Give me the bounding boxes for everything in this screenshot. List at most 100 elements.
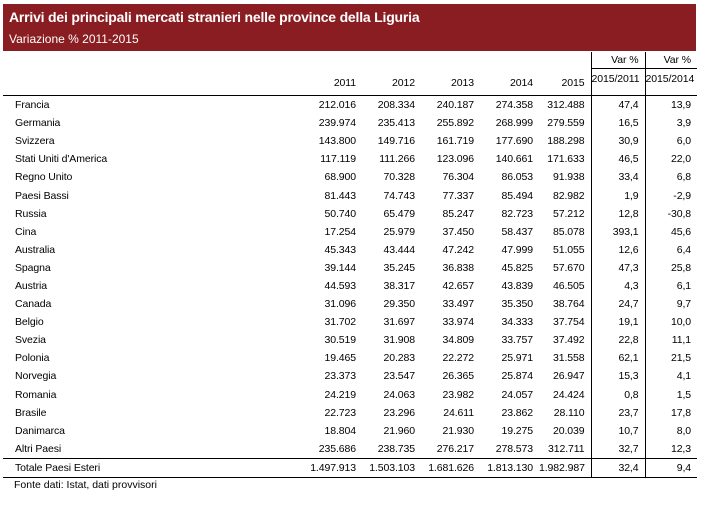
- arrivals-value: 58.437: [501, 225, 533, 238]
- arrivals-value: 85.494: [501, 189, 533, 202]
- arrivals-value: 177.690: [495, 135, 533, 148]
- var-2015-2014-value: 10,0: [644, 313, 697, 332]
- arrivals-value: 31.558: [552, 352, 585, 365]
- arrivals-value: 24.063: [383, 388, 415, 401]
- var-2015-2014-value: 17,8: [644, 403, 697, 422]
- arrivals-value: 23.547: [383, 370, 415, 383]
- arrivals-value: 17.254: [324, 225, 356, 238]
- arrivals-value: 22.723: [324, 406, 356, 419]
- country-name: Belgio: [15, 316, 44, 329]
- country-name: Spagna: [15, 261, 51, 274]
- arrivals-value: 24.424: [552, 388, 585, 401]
- arrivals-value: 161.719: [436, 135, 474, 148]
- arrivals-value: 31.697: [383, 316, 415, 329]
- country-name: Danimarca: [15, 424, 65, 437]
- var-2015-2011-value: 30,9: [590, 132, 645, 151]
- arrivals-value: 20.283: [383, 352, 415, 365]
- table-row: Svezia 30.519 31.908 34.809 33.757 37.492 22,8…: [3, 331, 697, 350]
- arrivals-value: 70.328: [383, 171, 415, 184]
- var-2015-2011-value: 24,7: [590, 295, 645, 314]
- var-2015-2011-value: 22,8: [590, 331, 645, 350]
- table-row: Brasile 22.723 23.296 24.611 23.862 28.110 23,…: [3, 403, 697, 422]
- arrivals-value: 65.479: [383, 207, 415, 220]
- arrivals-value: 21.960: [383, 424, 415, 437]
- var-2015-2011-value: 15,3: [590, 367, 645, 386]
- var-2015-2011-value: 12,8: [590, 204, 645, 223]
- country-name: Francia: [15, 99, 50, 112]
- column-header-year: 2015: [539, 52, 591, 96]
- arrivals-value: 33.757: [501, 334, 533, 347]
- table-row: Paesi Bassi 81.443 74.743 77.337 85.494 82.98…: [3, 186, 697, 205]
- var-2015-2011-value: 393,1: [590, 222, 645, 241]
- arrivals-value: 143.800: [318, 135, 356, 148]
- table-row: Regno Unito 68.900 70.328 76.304 86.053 91.93…: [3, 168, 697, 187]
- var-label: Var %: [663, 54, 691, 66]
- arrivals-value: 23.296: [383, 406, 415, 419]
- arrivals-value: 39.144: [324, 261, 356, 274]
- country-name: Germania: [15, 117, 61, 130]
- country-name: Australia: [15, 243, 55, 256]
- column-header-year: 2012: [362, 52, 421, 96]
- var-2015-2014-value: 13,9: [644, 95, 697, 115]
- country-name: Brasile: [15, 406, 47, 419]
- arrivals-value: 279.559: [547, 117, 585, 130]
- arrivals-value: 82.723: [501, 207, 533, 220]
- arrivals-value: 47.242: [442, 243, 474, 256]
- arrivals-value: 19.275: [501, 424, 533, 437]
- column-header-year: 2014: [480, 52, 539, 96]
- arrivals-value: 37.492: [552, 334, 585, 347]
- arrivals-value: 45.343: [324, 243, 356, 256]
- arrivals-value: 25.971: [501, 352, 533, 365]
- table-header-banner: Arrivi dei principali mercati stranieri …: [3, 4, 696, 51]
- arrivals-value: 43.839: [501, 279, 533, 292]
- arrivals-value: 239.974: [318, 117, 356, 130]
- arrivals-table: 2011 2012 2013 2014 2015 Var % 2015/2011…: [3, 52, 697, 478]
- var-2015-2011-value: 1,9: [590, 186, 645, 205]
- arrivals-value: 34.333: [501, 316, 533, 329]
- arrivals-value: 19.465: [324, 352, 356, 365]
- var-2015-2014-value: 1,5: [644, 385, 697, 404]
- country-name: Romania: [15, 388, 57, 401]
- arrivals-value: 85.247: [442, 207, 474, 220]
- var-2015-2014-value: 3,9: [644, 114, 697, 133]
- arrivals-value: 188.298: [547, 135, 585, 148]
- arrivals-value: 57.670: [552, 261, 585, 274]
- var-2015-2011-value: 16,5: [590, 114, 645, 133]
- table-row: Polonia 19.465 20.283 22.272 25.971 31.558 62,…: [3, 349, 697, 368]
- arrivals-value: 278.573: [495, 442, 533, 455]
- country-name: Svezia: [15, 334, 46, 347]
- country-name: Cina: [15, 225, 37, 238]
- arrivals-value: 44.593: [324, 279, 356, 292]
- country-name: Austria: [15, 279, 47, 292]
- arrivals-value: 171.633: [547, 153, 585, 166]
- var-2015-2011-value: 46,5: [590, 150, 645, 169]
- arrivals-value: 29.350: [383, 298, 415, 311]
- arrivals-value: 117.119: [320, 153, 356, 166]
- table-row: Belgio 31.702 31.697 33.974 34.333 37.754 19,1…: [3, 313, 697, 332]
- arrivals-value: 123.096: [436, 153, 474, 166]
- arrivals-value: 24.611: [443, 406, 474, 419]
- country-name: Altri Paesi: [15, 442, 62, 455]
- country-name: Canada: [15, 298, 52, 311]
- arrivals-value: 235.686: [318, 442, 356, 455]
- column-header-var-2015-2014: Var % 2015/2014: [644, 52, 697, 96]
- table-row: Stati Uniti d'America 117.119 111.266 123.0…: [3, 150, 697, 169]
- arrivals-value: 38.764: [552, 298, 585, 311]
- var-2015-2014-value: 9,7: [644, 295, 697, 314]
- var-2015-2011-value: 12,6: [590, 240, 645, 259]
- var-2015-2011-value: 47,4: [590, 95, 645, 115]
- var-2015-2011-value: 32,7: [590, 439, 645, 459]
- arrivals-value: 23.982: [442, 388, 474, 401]
- country-name: Russia: [15, 207, 47, 220]
- table-row: Svizzera 143.800 149.716 161.719 177.690 188.…: [3, 132, 697, 151]
- arrivals-value: 31.702: [324, 316, 356, 329]
- table-row: Canada 31.096 29.350 33.497 35.350 38.764 24,7…: [3, 295, 697, 314]
- table-row: Cina 17.254 25.979 37.450 58.437 85.078 393,1 4…: [3, 222, 697, 241]
- country-name: Norvegia: [15, 370, 57, 383]
- var-2015-2011-value: 19,1: [590, 313, 645, 332]
- arrivals-value: 74.743: [383, 189, 415, 202]
- total-row: Totale Paesi Esteri 1.497.913 1.503.103 1.6…: [3, 457, 697, 478]
- table-row: Altri Paesi 235.686 238.735 276.217 278.573 3…: [3, 439, 697, 459]
- arrivals-value: 255.892: [436, 117, 474, 130]
- country-name: Regno Unito: [15, 171, 73, 184]
